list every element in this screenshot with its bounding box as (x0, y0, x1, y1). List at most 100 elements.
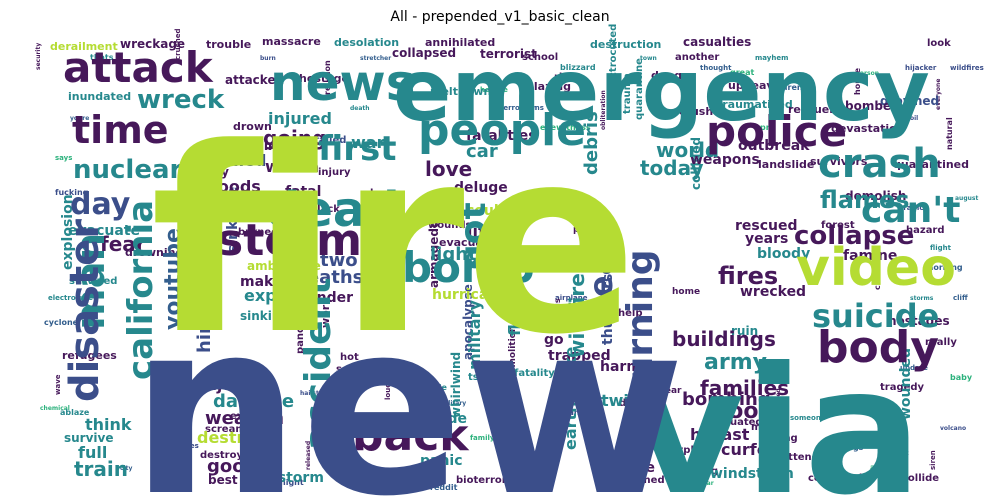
filler-word: twitter (880, 435, 903, 442)
filler-word: hijacker (905, 64, 937, 72)
filler-word: reunion (323, 60, 332, 95)
filler-word: ok (609, 240, 617, 250)
word-destruction: destruction (590, 38, 661, 51)
word-landslide: landslide (758, 158, 814, 171)
filler-word: released (305, 441, 312, 470)
word-day: day (70, 187, 131, 222)
filler-word: malaysia (575, 205, 605, 212)
filler-word: eyewitness (540, 123, 591, 132)
word-work: work (319, 297, 332, 328)
word-crashed: crashed (620, 475, 665, 486)
word-video: video (796, 238, 956, 298)
word-people: people (418, 105, 586, 156)
word-nuclear: nuclear (73, 155, 183, 185)
word-thunderstorm: thunderstorm (600, 236, 616, 345)
word-wildfire: wildfire (565, 273, 589, 358)
word-annihilated: annihilated (425, 36, 495, 49)
word-fear: fear (100, 232, 146, 256)
filler-word: legionnaires (150, 442, 199, 450)
word-youtube: youtube (161, 228, 186, 330)
word-famine: famine (843, 248, 897, 264)
word-police: police (706, 107, 847, 156)
word-trouble: trouble (206, 38, 251, 51)
word-car: car (466, 141, 498, 162)
word-drowned: drowned (880, 94, 939, 108)
word-drought: drought (619, 398, 664, 409)
word-sandstorm: sandstorm (240, 470, 324, 486)
word-mass: mass (751, 422, 780, 433)
word-injured: injured (268, 109, 332, 128)
word-wrecked: wrecked (740, 284, 806, 300)
word-wreckage: wreckage (120, 37, 185, 51)
word-today: today (640, 156, 704, 180)
filler-word: security (35, 43, 42, 70)
word-via: via (630, 331, 922, 500)
chart-title: All - prepended_v1_basic_clean (390, 9, 610, 25)
filler-word: great (730, 68, 754, 77)
word-please: please (573, 225, 606, 235)
filler-word: fear (700, 480, 714, 487)
word-burned: burned (238, 227, 278, 238)
word-accident: accident (298, 278, 339, 450)
word-hot: hot (340, 352, 359, 363)
word-thunder: thunder (290, 290, 353, 306)
word-quarantine: quarantine (634, 58, 645, 120)
word-train: train (74, 457, 128, 481)
word-news: news (270, 54, 415, 112)
word-refugees: refugees (62, 349, 117, 362)
filler-word: need (775, 388, 782, 405)
word-traumatised: traumatised (717, 98, 793, 111)
word-military: military (465, 300, 484, 370)
word-lol: lol (397, 376, 411, 387)
word-hurricane: hurricane (432, 287, 508, 303)
word-electrocuted: electrocuted (608, 24, 619, 95)
filler-word: baby (950, 373, 973, 382)
word-bombing: bombing (682, 389, 771, 410)
word-two: two (320, 250, 358, 271)
filler-word: breaking (380, 474, 415, 482)
word-terrorist: terrorist (480, 47, 537, 61)
filler-word: burn (260, 55, 276, 62)
word-bloody: bloody (757, 246, 810, 262)
word-collapse: collapse (794, 221, 914, 251)
word-flattened: flattened (774, 452, 826, 463)
word-upheaval: upheaval (728, 79, 785, 92)
word-full: full (78, 443, 107, 462)
word-drowning: drowning (125, 246, 183, 259)
filler-word: arson (860, 70, 879, 77)
word-inundated: inundated (68, 90, 131, 103)
word-injuries: injuries (200, 375, 268, 394)
word-quarantined: quarantined (893, 158, 969, 171)
word-wounded: wounded (898, 348, 914, 420)
word-dead: dead (266, 182, 400, 238)
filler-word: says (55, 154, 72, 162)
word-razed: razed (554, 374, 585, 385)
word-go: go (544, 332, 564, 348)
word-danger: danger (651, 69, 695, 82)
word-suicide: suicide (812, 297, 939, 335)
filler-word: bags (553, 298, 562, 320)
word-life: life (467, 222, 496, 241)
filler-word: northern (520, 465, 550, 472)
word-bombed: bombed (845, 99, 900, 113)
word-hail: hail (690, 425, 723, 444)
word-lightning: lightning (430, 244, 521, 265)
word-weapon: weapon (205, 408, 284, 429)
word-think: think (85, 415, 132, 434)
word-windstorm: windstorm (710, 466, 794, 482)
word-hostage: hostage (299, 72, 349, 85)
word-evacuation: evacuation (439, 236, 507, 249)
word-demolition: demolition (508, 326, 518, 380)
filler-word: volcano (940, 425, 966, 432)
word-war: war (351, 133, 385, 152)
filler-word: fucking (55, 188, 89, 197)
filler-word: town (640, 55, 657, 62)
filler-word: family (470, 434, 495, 442)
filler-word: avalanche (545, 93, 591, 102)
word-families: families (700, 376, 789, 400)
filler-word: youre (70, 115, 89, 122)
word-screams: screams (205, 424, 252, 435)
word-casualties: casualties (683, 35, 751, 49)
filler-word: storms (910, 295, 934, 302)
word-evacuated: evacuated (704, 417, 763, 428)
